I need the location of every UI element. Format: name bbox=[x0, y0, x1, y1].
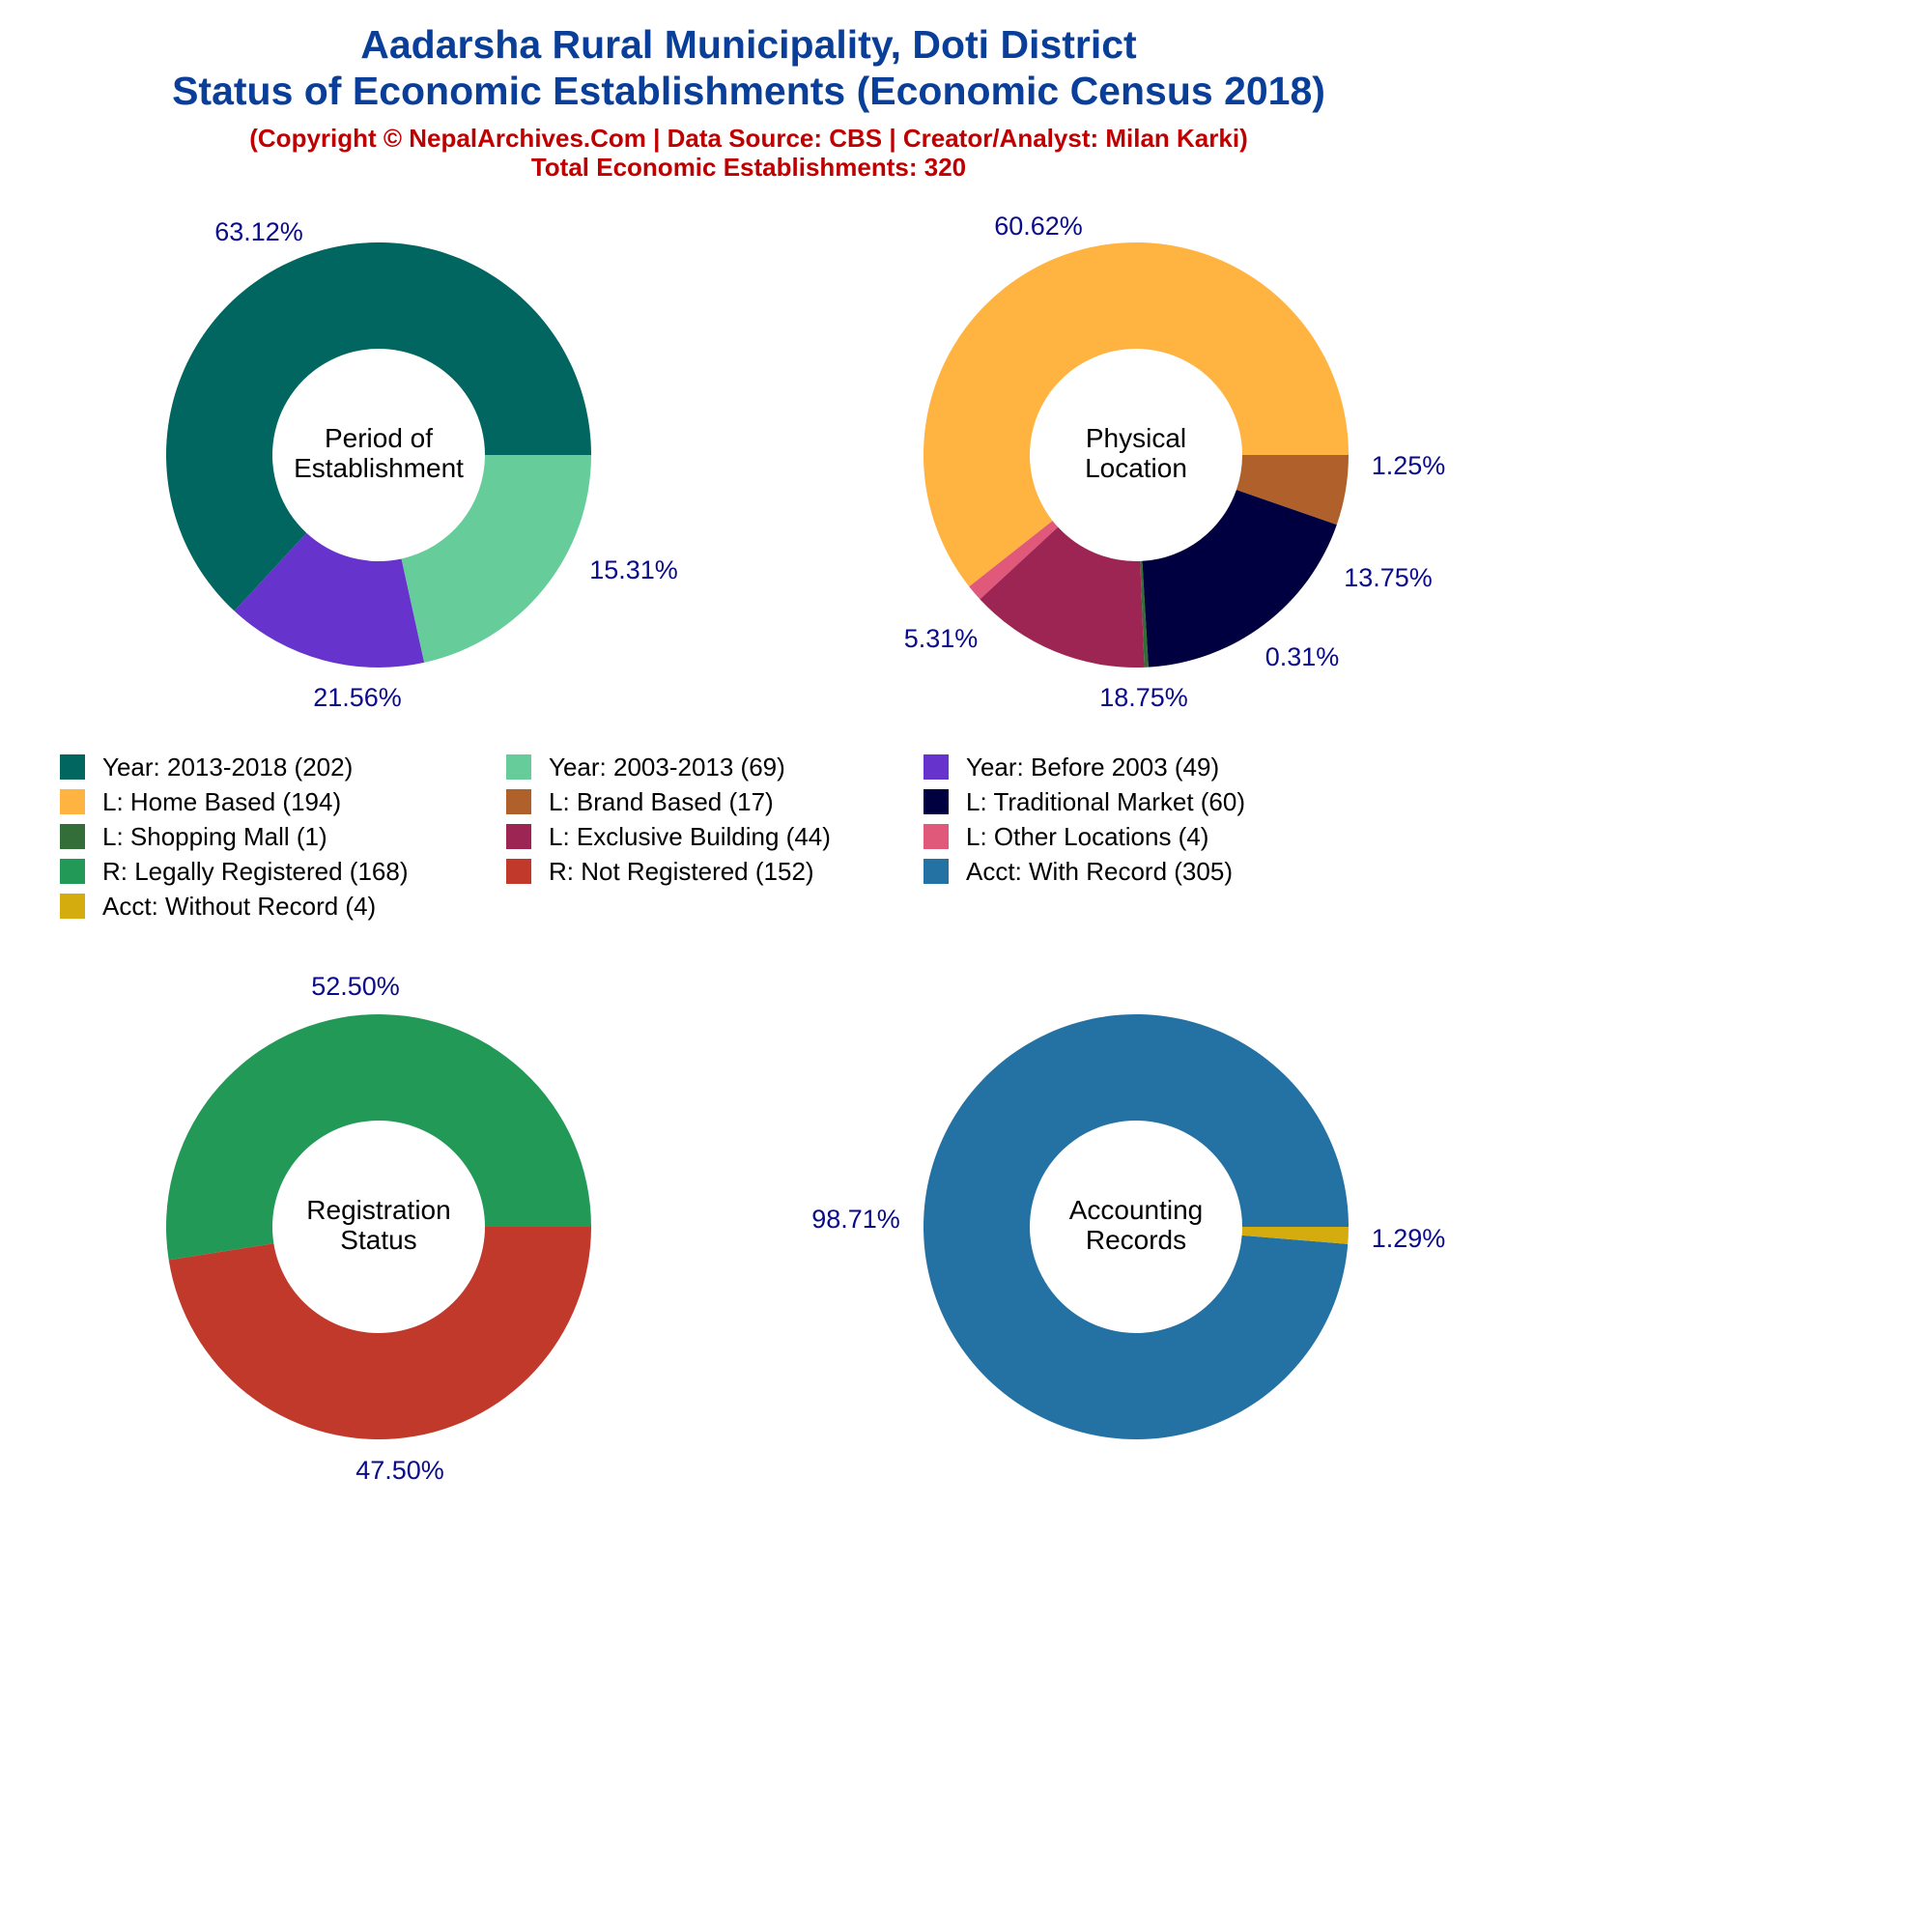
donut-center-label: Records bbox=[1086, 1225, 1186, 1255]
legend-swatch bbox=[506, 754, 531, 780]
legend-label: L: Shopping Mall (1) bbox=[102, 822, 327, 851]
donut-center-label: Physical bbox=[1086, 423, 1186, 453]
slice-percent-label: 98.71% bbox=[811, 1205, 900, 1234]
chart-title-line1: Aadarsha Rural Municipality, Doti Distri… bbox=[360, 22, 1137, 67]
slice-percent-label: 13.75% bbox=[1344, 563, 1433, 592]
pie-slice bbox=[234, 532, 425, 668]
legend-label: L: Brand Based (17) bbox=[549, 787, 774, 816]
legend-swatch bbox=[60, 859, 85, 884]
credit-line: (Copyright © NepalArchives.Com | Data So… bbox=[249, 124, 1248, 153]
legend-swatch bbox=[923, 859, 949, 884]
legend-swatch bbox=[506, 859, 531, 884]
donut-chart-2: 60.62% 1.25% 13.75% 0.31% 18.75% 5.31% Physica… bbox=[904, 212, 1446, 712]
slice-percent-label: 21.56% bbox=[313, 683, 402, 712]
donut-center-label: Location bbox=[1085, 453, 1187, 483]
pie-slice bbox=[166, 242, 591, 611]
slice-percent-label: 63.12% bbox=[214, 217, 303, 246]
legend-swatch bbox=[60, 824, 85, 849]
pie-slice bbox=[969, 521, 1059, 600]
slice-percent-label: 15.31% bbox=[589, 555, 678, 584]
pie-slice bbox=[1241, 1227, 1349, 1244]
legend-swatch bbox=[60, 894, 85, 919]
slice-percent-label: 47.50% bbox=[355, 1456, 444, 1485]
pie-slice bbox=[166, 1013, 591, 1261]
legend-swatch bbox=[506, 824, 531, 849]
legend-swatch bbox=[60, 754, 85, 780]
legend-label: R: Legally Registered (168) bbox=[102, 857, 409, 886]
legend-swatch bbox=[923, 789, 949, 814]
slice-percent-label: 1.29% bbox=[1372, 1224, 1446, 1253]
donut-center-label: Status bbox=[340, 1225, 416, 1255]
legend-label: Year: 2003-2013 (69) bbox=[549, 753, 785, 781]
legend-label: Year: 2013-2018 (202) bbox=[102, 753, 353, 781]
pie-slice bbox=[1140, 560, 1149, 668]
legend-label: R: Not Registered (152) bbox=[549, 857, 814, 886]
legend-label: L: Exclusive Building (44) bbox=[549, 822, 831, 851]
pie-slice bbox=[168, 1227, 592, 1439]
total-line: Total Economic Establishments: 320 bbox=[530, 153, 967, 182]
charts-canvas: 63.12% 15.31% 21.56% Period ofEstablishment… bbox=[60, 212, 1446, 1485]
slice-percent-label: 5.31% bbox=[904, 624, 979, 653]
chart-title-line2: Status of Economic Establishments (Econo… bbox=[172, 69, 1325, 113]
legend: Year: 2013-2018 (202) Year: 2003-2013 (69… bbox=[60, 753, 1245, 921]
legend-swatch bbox=[60, 789, 85, 814]
legend-label: Acct: Without Record (4) bbox=[102, 892, 376, 921]
legend-swatch bbox=[923, 754, 949, 780]
legend-swatch bbox=[923, 824, 949, 849]
pie-slice bbox=[923, 1014, 1349, 1439]
slice-percent-label: 52.50% bbox=[311, 972, 400, 1001]
donut-center-label: Establishment bbox=[294, 453, 464, 483]
legend-label: Acct: With Record (305) bbox=[966, 857, 1233, 886]
legend-swatch bbox=[506, 789, 531, 814]
pie-slice bbox=[1142, 490, 1337, 668]
slice-percent-label: 0.31% bbox=[1265, 642, 1340, 671]
donut-center-label: Period of bbox=[325, 423, 433, 453]
donut-center-label: Accounting bbox=[1069, 1195, 1204, 1225]
pie-slice bbox=[401, 455, 591, 663]
slice-percent-label: 60.62% bbox=[994, 212, 1083, 241]
donut-center-label: Registration bbox=[306, 1195, 450, 1225]
legend-label: Year: Before 2003 (49) bbox=[966, 753, 1219, 781]
pie-slice bbox=[1236, 455, 1349, 526]
slice-percent-label: 18.75% bbox=[1099, 683, 1188, 712]
legend-label: L: Traditional Market (60) bbox=[966, 787, 1245, 816]
slice-percent-label: 1.25% bbox=[1372, 451, 1446, 480]
legend-label: L: Home Based (194) bbox=[102, 787, 341, 816]
pie-slice bbox=[980, 526, 1145, 668]
pie-slice bbox=[923, 242, 1349, 587]
legend-label: L: Other Locations (4) bbox=[966, 822, 1208, 851]
